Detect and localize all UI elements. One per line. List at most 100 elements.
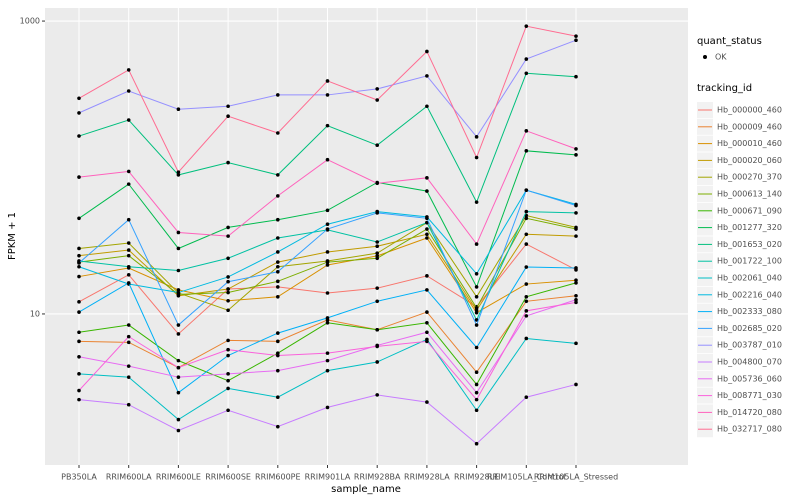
point (176, 170, 181, 174)
point (325, 227, 330, 231)
point (276, 93, 280, 97)
legend-label: Hb_002685_020 (717, 324, 782, 333)
x-tick-label: RRIM600LA (106, 473, 152, 482)
point (276, 368, 280, 373)
point (176, 390, 181, 395)
point (524, 294, 529, 299)
point (375, 286, 380, 290)
point (126, 264, 131, 269)
x-tick-label: RRIM600SE (205, 473, 251, 482)
point (176, 290, 181, 295)
point (325, 222, 330, 227)
point (126, 68, 131, 72)
point (226, 279, 230, 284)
point (226, 275, 230, 279)
point (77, 339, 81, 344)
point (77, 246, 81, 251)
point (574, 147, 578, 151)
point (524, 265, 529, 269)
y-axis-label: FPKM + 1 (7, 212, 18, 260)
point (226, 347, 230, 352)
point (425, 189, 429, 193)
legend-label: Hb_032717_080 (717, 425, 782, 434)
point (524, 129, 529, 133)
point (425, 236, 429, 240)
legend-label: Hb_008771_030 (717, 391, 782, 400)
point (574, 38, 578, 43)
point (425, 232, 429, 237)
point (226, 378, 230, 383)
point (425, 339, 429, 344)
panel (45, 8, 688, 465)
point (325, 405, 330, 410)
point (325, 291, 330, 295)
legend-label: Hb_001653_020 (717, 240, 782, 249)
point (325, 321, 330, 325)
point (574, 281, 578, 285)
legend-label: Hb_005736_060 (717, 374, 782, 383)
legend-label: Hb_002333_080 (717, 307, 782, 316)
point (276, 294, 280, 299)
point (574, 266, 578, 270)
point (574, 34, 578, 38)
point (425, 288, 429, 292)
point (176, 365, 181, 370)
x-tick-label: RRIM928LA (404, 473, 450, 482)
point (474, 441, 479, 446)
point (77, 253, 81, 258)
point (325, 263, 330, 267)
point (126, 364, 131, 368)
point (276, 279, 280, 284)
point (425, 104, 429, 109)
point (474, 390, 479, 395)
point (226, 225, 230, 230)
point (325, 123, 330, 128)
point (425, 310, 429, 314)
point (176, 332, 181, 336)
point (77, 388, 81, 393)
point (176, 323, 181, 327)
point (226, 298, 230, 303)
point (375, 360, 380, 364)
point (325, 157, 330, 162)
point (375, 327, 380, 332)
point (524, 188, 529, 192)
point (276, 424, 280, 429)
legend-label: Hb_003787_010 (717, 341, 782, 350)
point (425, 400, 429, 404)
point (524, 57, 529, 61)
legend-label: Hb_000000_460 (717, 106, 782, 115)
point (276, 173, 280, 177)
point (474, 382, 479, 387)
point (77, 397, 81, 402)
legend-label: Hb_002216_040 (717, 290, 782, 299)
point (325, 260, 330, 264)
point (126, 241, 131, 245)
point (474, 345, 479, 350)
point (276, 260, 280, 264)
point (574, 234, 578, 238)
point (425, 274, 429, 278)
point (524, 216, 529, 221)
x-tick-label: RRIM105LA_Control (487, 473, 566, 482)
legend-label: Hb_000010_460 (717, 139, 782, 148)
point (474, 306, 479, 310)
legend-label: Hb_000270_370 (717, 173, 782, 182)
point (77, 216, 81, 221)
point (524, 149, 529, 153)
point (375, 87, 380, 91)
point (524, 309, 529, 313)
point (77, 175, 81, 179)
legend-label: Hb_014720_080 (717, 408, 782, 417)
point (524, 395, 529, 400)
point (425, 49, 429, 54)
legend-label: Hb_001277_320 (717, 223, 782, 232)
point (574, 74, 578, 79)
point (226, 386, 230, 391)
point (375, 393, 380, 397)
point (77, 354, 81, 359)
point (226, 353, 230, 358)
point (425, 321, 429, 325)
point (375, 299, 380, 304)
